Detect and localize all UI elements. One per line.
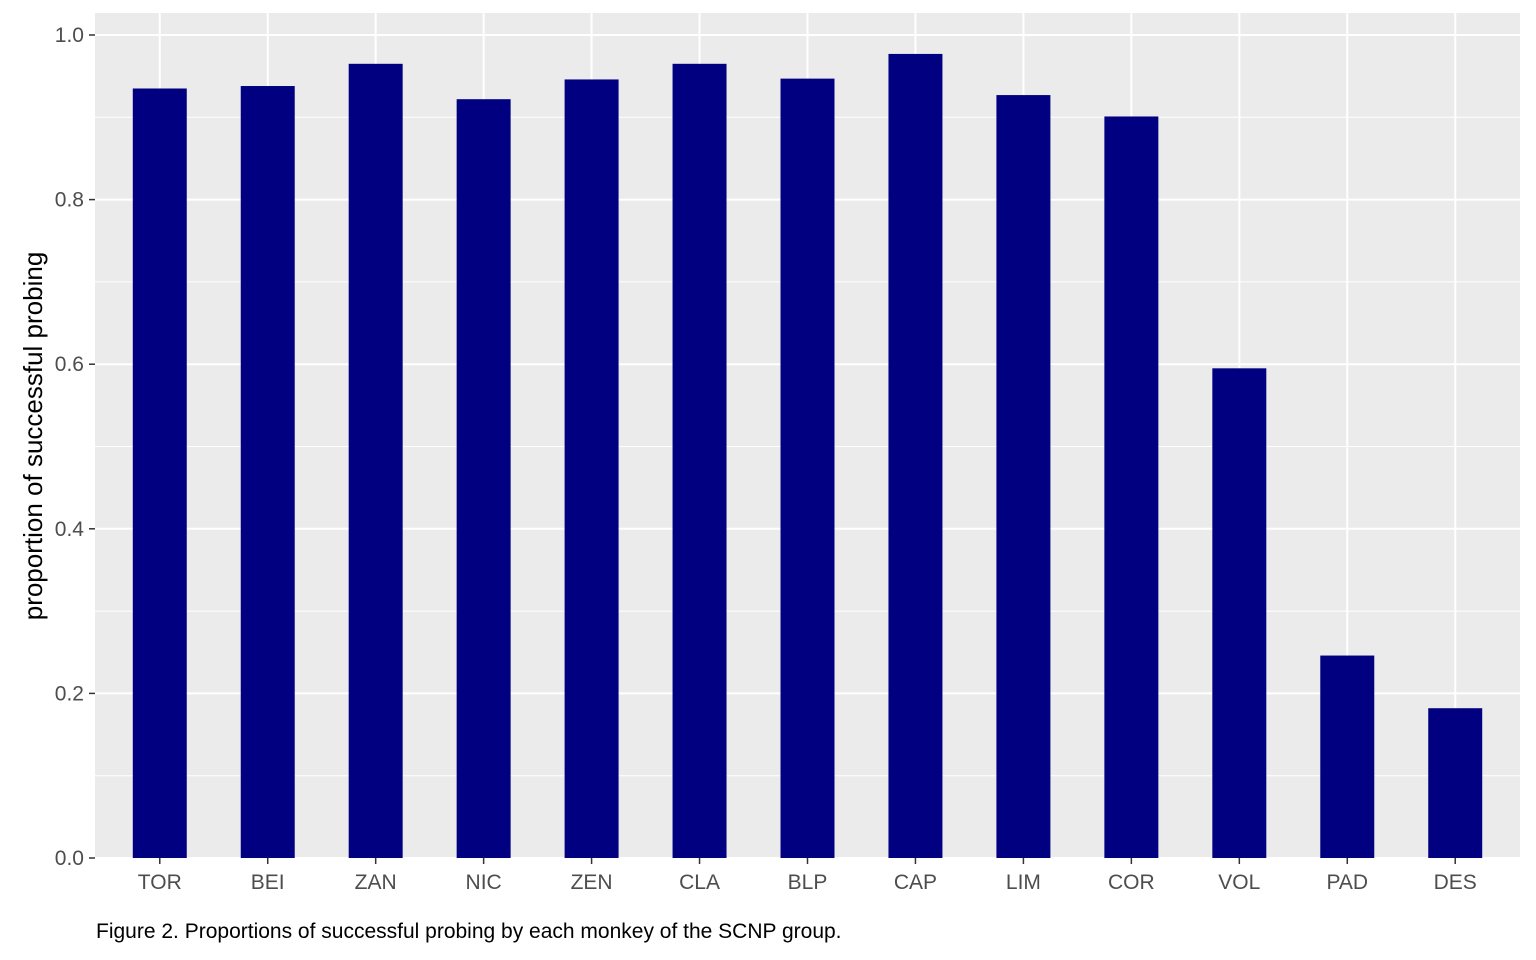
- x-tick-label: BEI: [251, 871, 285, 894]
- bar-tor: [132, 88, 187, 859]
- bar-chart: 0.0 0.2 0.4 0.6 0.8 1.0 TOR BEI ZAN NIC ZEN CLA BLP…: [18, 13, 1520, 894]
- bar-bei: [240, 86, 295, 858]
- x-axis-ticks: TOR BEI ZAN NIC ZEN CLA BLP CAP LIM COR VOL PAD DES: [138, 858, 1477, 894]
- bar-vol: [1212, 368, 1267, 858]
- y-axis-ticks: 0.0 0.2 0.4 0.6 0.8 1.0: [55, 24, 95, 870]
- x-tick-label: NIC: [466, 871, 502, 894]
- y-axis-title: proportion of successful probing: [18, 252, 48, 621]
- y-tick-label: 1.0: [55, 24, 84, 47]
- bar-lim: [996, 95, 1051, 859]
- x-tick-label: CAP: [894, 871, 937, 894]
- bar-cor: [1104, 116, 1159, 859]
- bar-pad: [1320, 655, 1375, 858]
- bar-des: [1428, 708, 1483, 858]
- bar-blp: [780, 78, 835, 858]
- x-tick-label: ZAN: [355, 871, 397, 894]
- bar-zen: [564, 79, 619, 858]
- figure-caption: Figure 2. Proportions of successful prob…: [96, 920, 842, 943]
- y-tick-label: 0.6: [55, 353, 84, 376]
- y-tick-label: 0.4: [55, 518, 85, 541]
- x-tick-label: PAD: [1326, 871, 1368, 894]
- x-tick-label: DES: [1434, 871, 1477, 894]
- bar-nic: [456, 99, 511, 859]
- y-tick-label: 0.2: [55, 682, 84, 705]
- x-tick-label: ZEN: [571, 871, 613, 894]
- bar-cap: [888, 53, 943, 858]
- bar-cla: [672, 63, 727, 859]
- x-tick-label: VOL: [1218, 871, 1260, 894]
- x-tick-label: CLA: [679, 871, 720, 894]
- x-tick-label: BLP: [788, 871, 828, 894]
- bars: [132, 53, 1483, 859]
- y-tick-label: 0.8: [55, 189, 84, 212]
- x-tick-label: LIM: [1006, 871, 1041, 894]
- x-tick-label: COR: [1108, 871, 1155, 894]
- y-tick-label: 0.0: [55, 847, 84, 870]
- x-tick-label: TOR: [138, 871, 182, 894]
- bar-zan: [348, 63, 403, 859]
